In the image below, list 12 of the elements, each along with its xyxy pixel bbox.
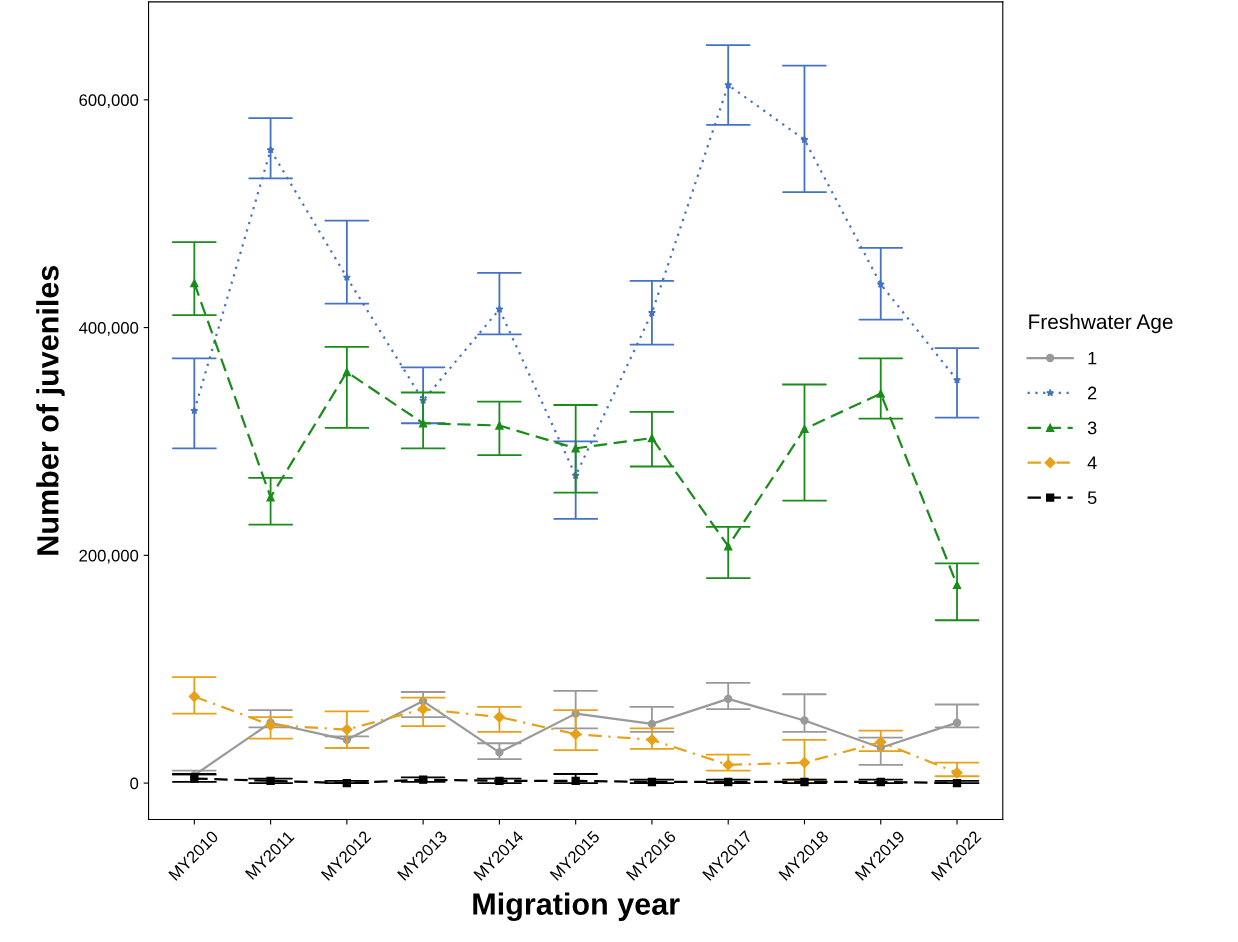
y-tick-label: 600,000 — [79, 94, 139, 108]
legend-label: 5 — [1087, 491, 1097, 505]
x-axis-title: Migration year — [473, 892, 680, 922]
legend-title: Freshwater Age — [1029, 313, 1173, 334]
legend-label: 1 — [1088, 351, 1097, 365]
y-tick-label: 400,000 — [78, 321, 139, 336]
legend-label: 3 — [1087, 421, 1097, 435]
legend-label: 2 — [1088, 386, 1097, 400]
y-tick-label: 200,000 — [79, 549, 139, 564]
y-axis-title: Number of juveniles — [36, 265, 65, 555]
legend-label: 4 — [1087, 456, 1097, 470]
y-tick-label: 0 — [130, 777, 139, 790]
